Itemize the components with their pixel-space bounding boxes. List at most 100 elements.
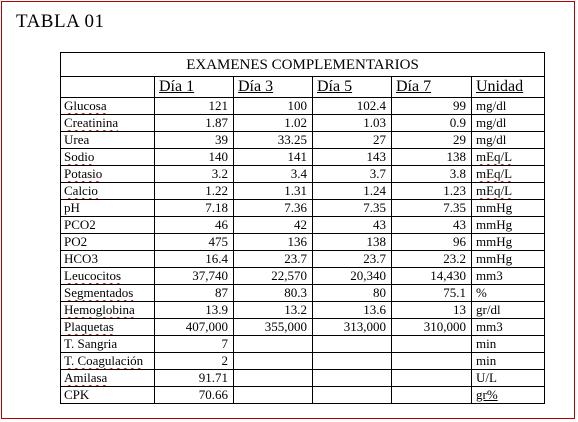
value-cell: 2 xyxy=(154,352,234,370)
value-cell: 80 xyxy=(312,284,392,302)
value-cell xyxy=(233,369,313,387)
value-cell: 23.2 xyxy=(391,250,472,268)
value-cell: 7 xyxy=(154,335,234,353)
value-cell: 7.35 xyxy=(391,199,472,217)
value-cell: 23.7 xyxy=(312,250,392,268)
value-cell: 310,000 xyxy=(391,318,472,336)
value-cell: 22,570 xyxy=(233,267,313,285)
value-cell: 39 xyxy=(154,131,234,149)
value-cell: 20,340 xyxy=(312,267,392,285)
unit-cell: mEq/L xyxy=(470,148,546,166)
value-cell: 3.8 xyxy=(391,165,472,183)
table-row: Creatinina 1.87 1.02 1.03 0.9 mg/dl xyxy=(60,114,546,132)
unit-cell: mm3 xyxy=(470,318,546,336)
value-cell: 136 xyxy=(233,233,313,251)
row-label: Sodio xyxy=(60,148,155,166)
value-cell: 1.22 xyxy=(154,182,234,200)
value-cell xyxy=(233,335,313,353)
unit-cell: min xyxy=(470,335,546,353)
table-row: Urea 39 33.25 27 29 mg/dl xyxy=(60,131,546,149)
table-title: EXAMENES COMPLEMENTARIOS xyxy=(59,52,546,77)
table-row: pH 7.18 7.36 7.35 7.35 mmHg xyxy=(60,199,546,217)
value-cell: 3.4 xyxy=(233,165,313,183)
value-cell: 99 xyxy=(391,97,472,115)
unit-cell: mg/dl xyxy=(470,114,546,132)
unit-cell: mmHg xyxy=(470,250,546,268)
value-cell: 407,000 xyxy=(154,318,234,336)
column-header: Día 1 xyxy=(154,76,234,98)
table-row: PCO2 46 42 43 43 mmHg xyxy=(60,216,546,234)
unit-cell: mEq/L xyxy=(470,165,546,183)
value-cell: 16.4 xyxy=(154,250,234,268)
value-cell xyxy=(312,335,392,353)
row-label: T. Sangria xyxy=(60,335,155,353)
table-row: Potasio 3.2 3.4 3.7 3.8 mEq/L xyxy=(60,165,546,183)
column-header: Día 7 xyxy=(391,76,472,98)
value-cell: 3.7 xyxy=(312,165,392,183)
value-cell: 1.31 xyxy=(233,182,313,200)
value-cell: 100 xyxy=(233,97,313,115)
row-label: Urea xyxy=(60,131,155,149)
table-row: HCO3 16.4 23.7 23.7 23.2 mmHg xyxy=(60,250,546,268)
value-cell xyxy=(312,352,392,370)
value-cell: 43 xyxy=(312,216,392,234)
unit-cell: mEq/L xyxy=(470,182,546,200)
value-cell: 143 xyxy=(312,148,392,166)
value-cell: 138 xyxy=(391,148,472,166)
unit-cell: mm3 xyxy=(470,267,546,285)
value-cell xyxy=(391,369,472,387)
table-row: Leucocitos 37,740 22,570 20,340 14,430 mm3 xyxy=(60,267,546,285)
column-header-blank xyxy=(60,76,155,98)
table-row: Amilasa 91.71 U/L xyxy=(60,369,546,387)
value-cell xyxy=(233,352,313,370)
value-cell: 27 xyxy=(312,131,392,149)
column-header-row: Día 1 Día 3 Día 5 Día 7 Unidad xyxy=(60,76,546,98)
value-cell xyxy=(391,352,472,370)
row-label: Potasio xyxy=(60,165,155,183)
column-header: Día 5 xyxy=(312,76,392,98)
value-cell: 13.9 xyxy=(154,301,234,319)
table-row: T. Coagulación 2 min xyxy=(60,352,546,370)
table-title-row: EXAMENES COMPLEMENTARIOS xyxy=(59,52,546,77)
value-cell: 91.71 xyxy=(154,369,234,387)
row-label: Amilasa xyxy=(60,369,155,387)
table-row: PO2 475 136 138 96 mmHg xyxy=(60,233,546,251)
value-cell: 1.03 xyxy=(312,114,392,132)
unit-cell: min xyxy=(470,352,546,370)
column-header: Unidad xyxy=(470,76,546,98)
table-row: Hemoglobina 13.9 13.2 13.6 13 gr/dl xyxy=(60,301,546,319)
value-cell: 96 xyxy=(391,233,472,251)
value-cell: 3.2 xyxy=(154,165,234,183)
value-cell: 138 xyxy=(312,233,392,251)
value-cell: 121 xyxy=(154,97,234,115)
table-row: Plaquetas 407,000 355,000 313,000 310,000 mm3 xyxy=(60,318,546,336)
unit-cell: % xyxy=(470,284,546,302)
row-label: HCO3 xyxy=(60,250,155,268)
value-cell: 13.6 xyxy=(312,301,392,319)
value-cell: 75.1 xyxy=(391,284,472,302)
value-cell: 33.25 xyxy=(233,131,313,149)
unit-cell: gr% xyxy=(470,386,546,404)
table-row: CPK 70.66 gr% xyxy=(60,386,546,404)
row-label: Plaquetas xyxy=(60,318,155,336)
row-label: Hemoglobina xyxy=(60,301,155,319)
value-cell: 475 xyxy=(154,233,234,251)
value-cell: 355,000 xyxy=(233,318,313,336)
table-row: Sodio 140 141 143 138 mEq/L xyxy=(60,148,546,166)
value-cell xyxy=(312,386,392,404)
value-cell: 46 xyxy=(154,216,234,234)
row-label: T. Coagulación xyxy=(60,352,155,370)
value-cell xyxy=(233,386,313,404)
table-row: Glucosa 121 100 102.4 99 mg/dl xyxy=(60,97,546,115)
value-cell xyxy=(391,386,472,404)
table-row: Segmentados 87 80.3 80 75.1% xyxy=(60,284,546,302)
value-cell: 23.7 xyxy=(233,250,313,268)
value-cell: 29 xyxy=(391,131,472,149)
value-cell: 7.36 xyxy=(233,199,313,217)
row-label: PCO2 xyxy=(60,216,155,234)
unit-cell: mmHg xyxy=(470,233,546,251)
unit-cell: U/L xyxy=(470,369,546,387)
value-cell: 313,000 xyxy=(312,318,392,336)
value-cell: 1.87 xyxy=(154,114,234,132)
value-cell: 14,430 xyxy=(391,267,472,285)
